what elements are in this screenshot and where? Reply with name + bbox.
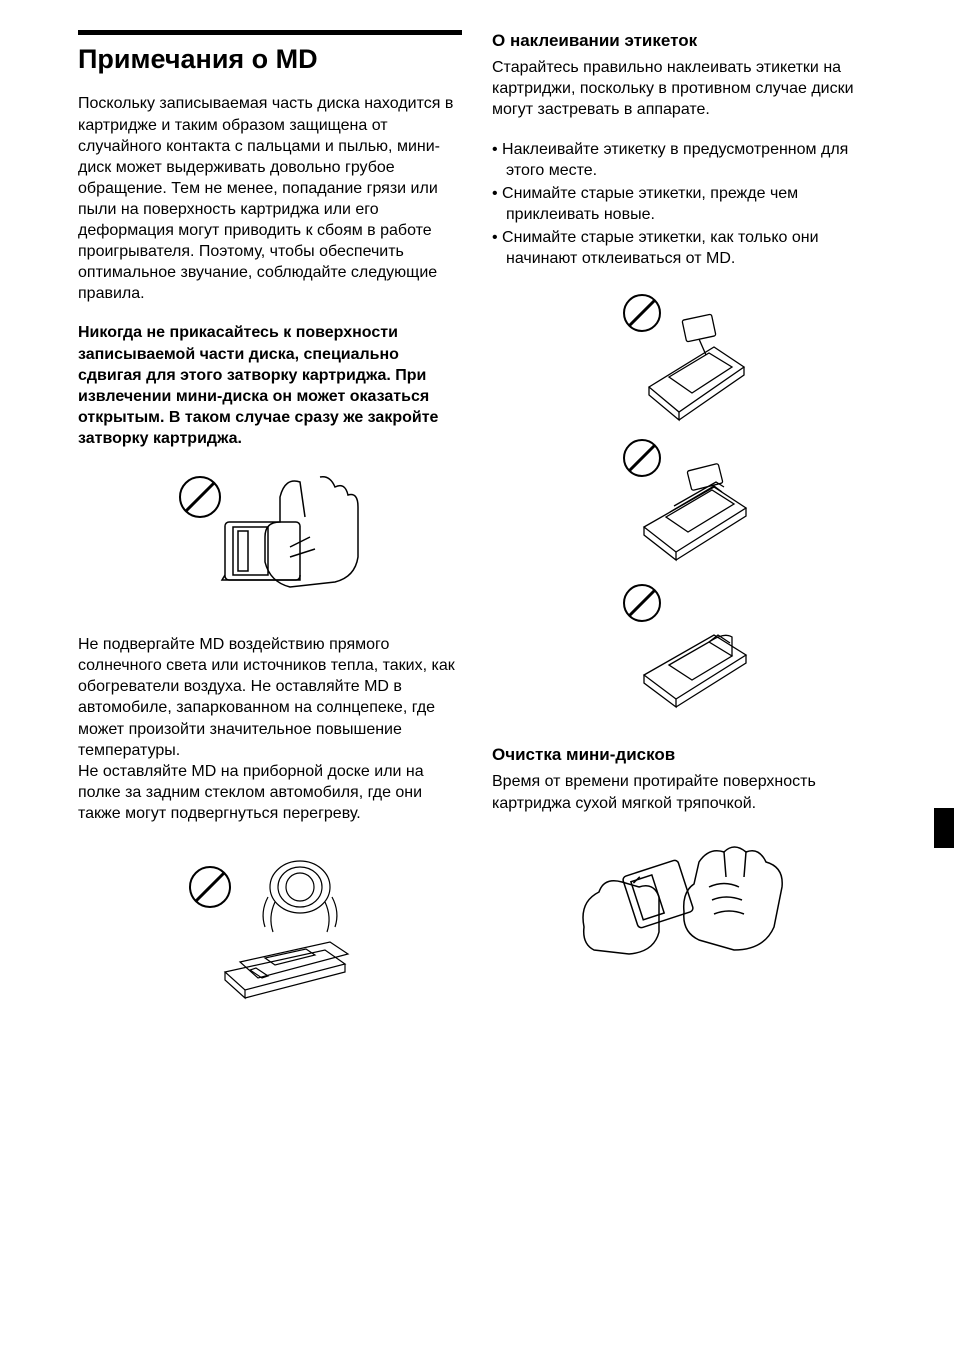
heat-paragraph: Не подвергайте MD воздействию прямого со… bbox=[78, 634, 462, 824]
figure-hand-md-shutter bbox=[78, 467, 462, 612]
md-shutter-illustration bbox=[170, 467, 370, 607]
right-column: О наклеивании этикеток Старайтесь правил… bbox=[492, 30, 876, 1034]
cleaning-heading: Очистка мини-дисков bbox=[492, 744, 876, 765]
page-title: Примечания о MD bbox=[78, 43, 462, 75]
left-column: Примечания о MD Поскольку записываемая ч… bbox=[78, 30, 462, 1034]
page-columns: Примечания о MD Поскольку записываемая ч… bbox=[0, 30, 954, 1034]
list-item: Наклеивайте этикетку в предусмотренном д… bbox=[492, 139, 876, 181]
md-heat-illustration bbox=[170, 842, 370, 1007]
label-panel-3 bbox=[614, 577, 754, 717]
figure-md-heat bbox=[78, 842, 462, 1012]
list-item: Снимайте старые этикетки, как только они… bbox=[492, 227, 876, 269]
cleaning-paragraph: Время от времени протирайте поверхность … bbox=[492, 771, 876, 813]
title-rule bbox=[78, 30, 462, 35]
labels-list: Наклеивайте этикетку в предусмотренном д… bbox=[492, 139, 876, 270]
figure-cleaning bbox=[492, 832, 876, 977]
list-item: Снимайте старые этикетки, прежде чем при… bbox=[492, 183, 876, 225]
cleaning-illustration bbox=[574, 832, 794, 972]
page-edge-tab bbox=[934, 808, 954, 848]
labels-paragraph: Старайтесь правильно наклеивать этикетки… bbox=[492, 57, 876, 120]
labels-heading: О наклеивании этикеток bbox=[492, 30, 876, 51]
label-panel-1 bbox=[614, 287, 754, 427]
label-panel-2 bbox=[614, 432, 754, 572]
intro-paragraph: Поскольку записываемая часть диска наход… bbox=[78, 93, 462, 304]
warning-paragraph: Никогда не прикасайтесь к поверхности за… bbox=[78, 322, 462, 449]
figure-label-panels bbox=[492, 287, 876, 722]
